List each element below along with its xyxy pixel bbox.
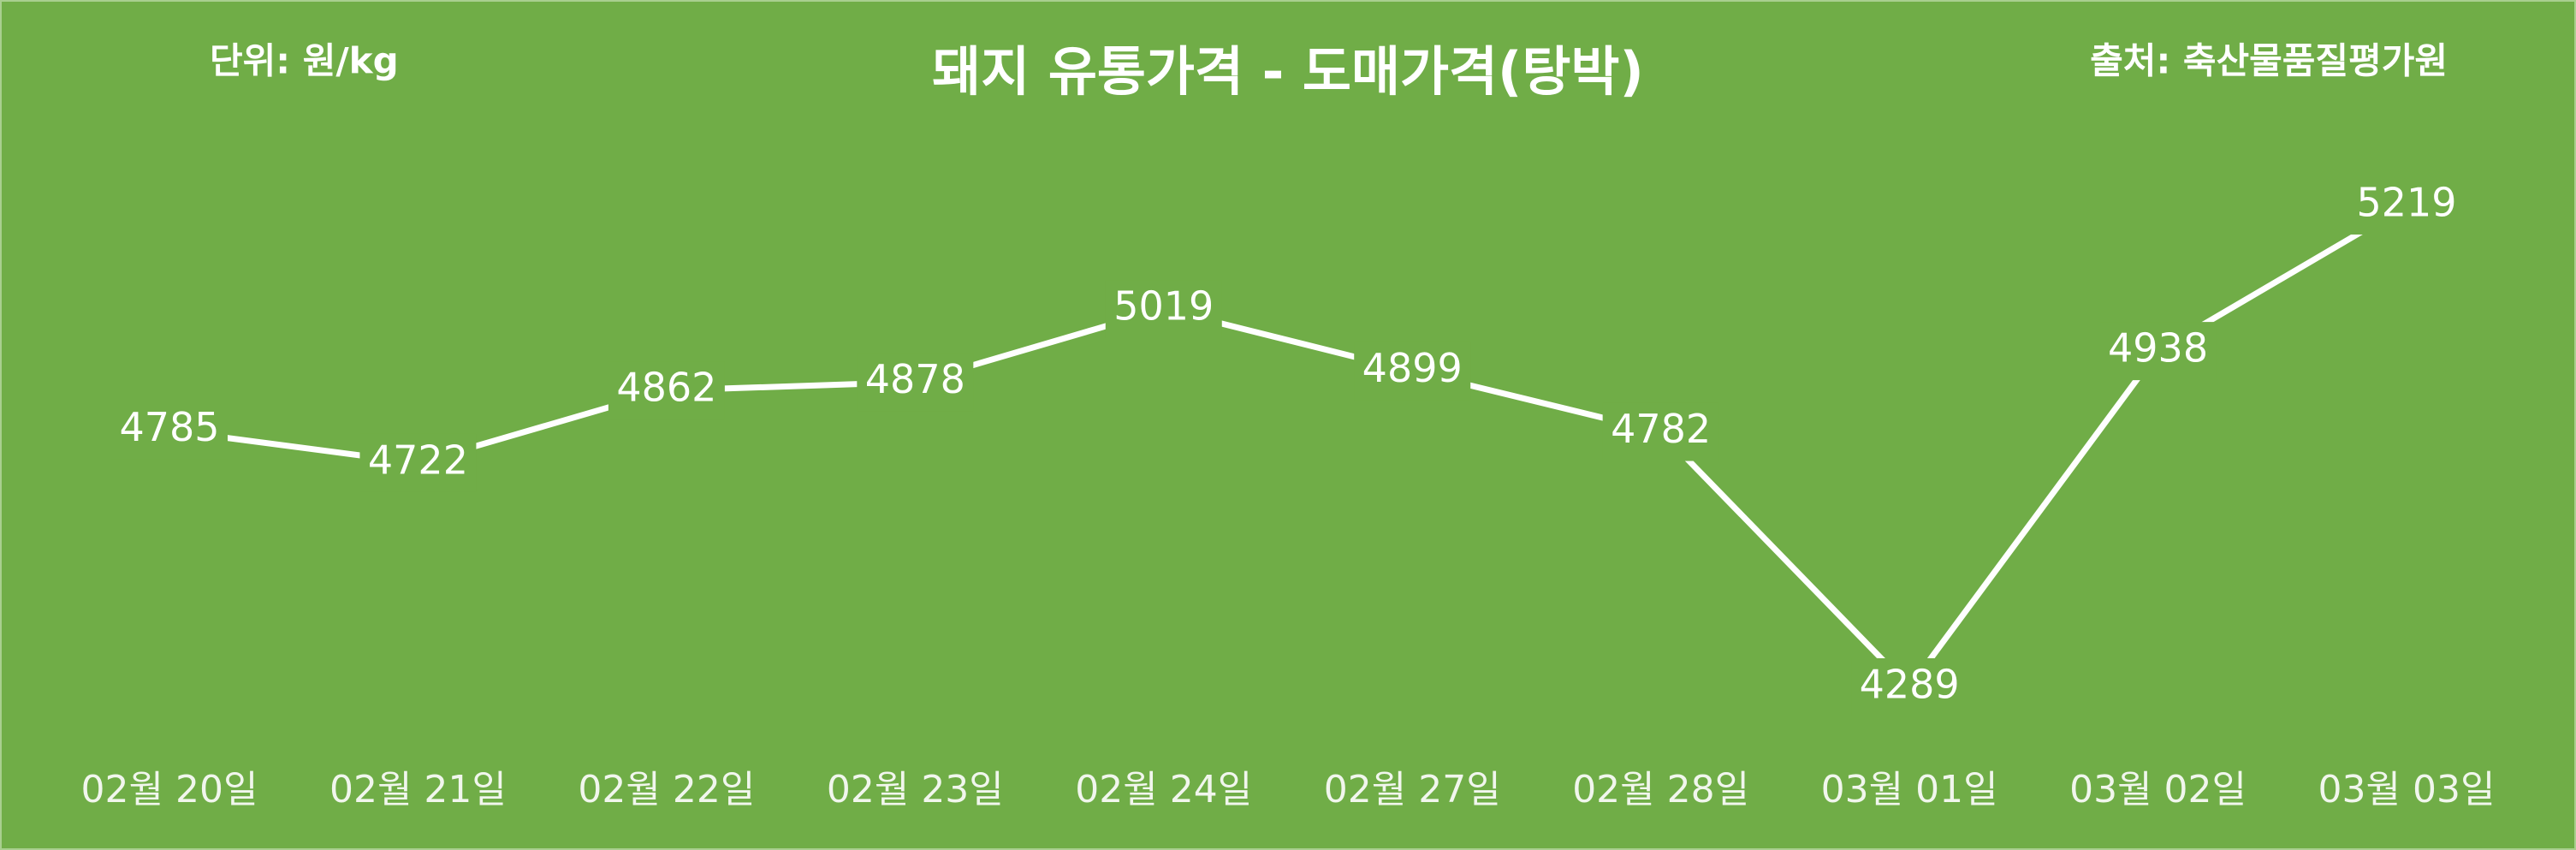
label-bg <box>1105 280 1222 339</box>
x-tick-label: 03월 03일 <box>2318 768 2496 811</box>
data-label: 4938 <box>2108 325 2208 372</box>
source-note: 출처: 축산물품질평가원 <box>2090 40 2448 82</box>
x-tick-label: 03월 01일 <box>1821 768 1998 811</box>
line <box>169 202 2408 692</box>
data-label: 4785 <box>119 404 219 450</box>
label-bg <box>857 353 974 412</box>
x-tick-label: 02월 24일 <box>1075 768 1252 811</box>
data-label: 4878 <box>865 356 965 402</box>
label-bg <box>111 401 228 460</box>
chart-title: 돼지 유통가격 - 도매가격(탕박) <box>932 40 1644 103</box>
label-bg <box>1602 402 1719 461</box>
data-label: 5219 <box>2356 180 2456 226</box>
x-tick-label: 02월 20일 <box>81 768 258 811</box>
data-label: 4289 <box>1860 662 1960 708</box>
label-bg <box>608 361 725 420</box>
x-tick-label: 02월 21일 <box>329 768 507 811</box>
x-tick-label: 02월 28일 <box>1572 768 1749 811</box>
x-tick-label: 03월 02일 <box>2069 768 2247 811</box>
x-tick-label: 02월 22일 <box>578 768 755 811</box>
x-tick-label: 02월 23일 <box>827 768 1004 811</box>
unit-note: 단위: 원/kg <box>210 40 399 82</box>
data-label: 4782 <box>1611 406 1711 452</box>
label-bg <box>1851 658 1968 716</box>
label-bg <box>2099 322 2217 381</box>
data-label: 4862 <box>616 365 716 411</box>
label-bg <box>2348 176 2465 235</box>
label-bg <box>1354 342 1471 401</box>
label-bg <box>359 433 477 492</box>
data-label: 4722 <box>368 437 468 483</box>
data-label: 5019 <box>1113 283 1214 330</box>
data-label: 4899 <box>1362 345 1463 391</box>
x-tick-label: 02월 27일 <box>1324 768 1501 811</box>
